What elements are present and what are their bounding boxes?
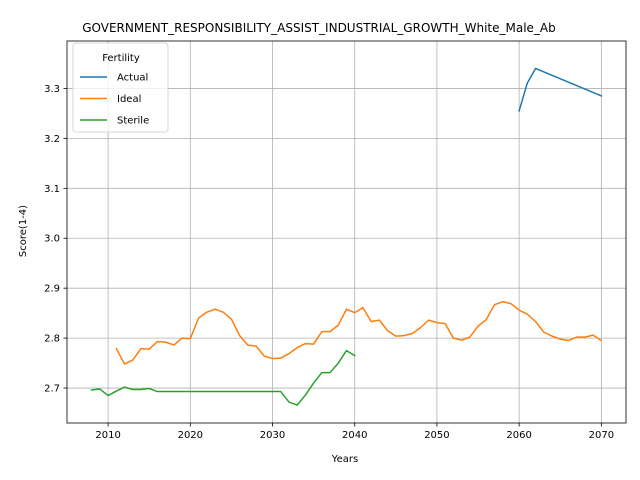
grid-lines — [67, 41, 626, 423]
y-tick-label: 2.8 — [44, 334, 60, 345]
x-tick-label: 2060 — [506, 430, 531, 441]
series-line-sterile — [90, 349, 356, 406]
y-tick-label: 2.9 — [44, 284, 60, 295]
x-axis-ticks: 2010 2020 2030 2040 2050 2060 2070 — [95, 423, 614, 441]
x-tick-label: 2020 — [178, 430, 203, 441]
x-tick-label: 2030 — [260, 430, 285, 441]
series-lines — [90, 67, 603, 406]
axes-frame — [66, 40, 627, 424]
x-tick-label: 2040 — [342, 430, 367, 441]
series-line-actual — [518, 67, 603, 112]
y-tick-label: 3.2 — [44, 134, 60, 145]
chart-title: GOVERNMENT_RESPONSIBILITY_ASSIST_INDUSTR… — [82, 21, 556, 35]
y-axis-ticks: 2.7 2.8 2.9 3.0 3.1 3.2 3.3 — [44, 84, 67, 395]
y-tick-label: 3.0 — [44, 234, 60, 245]
y-tick-label: 3.3 — [44, 84, 60, 95]
legend-label-sterile: Sterile — [117, 116, 149, 127]
x-axis-label: Years — [331, 454, 358, 465]
legend-label-ideal: Ideal — [117, 94, 141, 105]
y-axis-label: Score(1-4) — [18, 205, 29, 257]
y-tick-label: 2.7 — [44, 384, 60, 395]
x-tick-label: 2050 — [424, 430, 449, 441]
legend-title: Fertility — [102, 53, 140, 64]
series-line-ideal — [115, 300, 603, 365]
legend: Fertility Actual Ideal Sterile — [72, 42, 169, 133]
y-tick-label: 3.1 — [44, 184, 60, 195]
legend-label-actual: Actual — [117, 73, 148, 84]
legend-box — [72, 42, 169, 133]
x-tick-label: 2010 — [95, 430, 120, 441]
x-tick-label: 2070 — [589, 430, 614, 441]
